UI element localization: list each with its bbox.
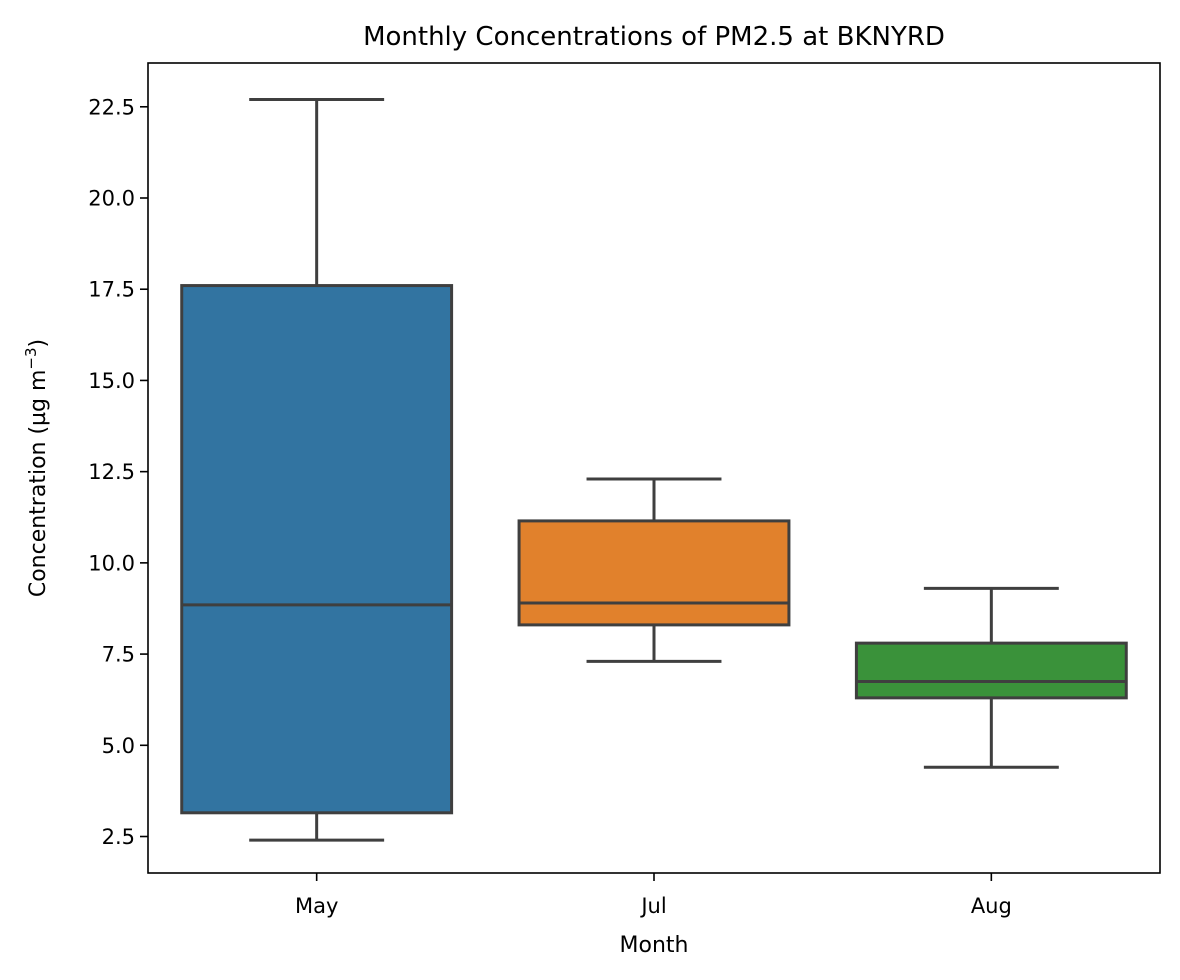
y-tick-label: 17.5 — [88, 278, 135, 302]
y-tick-label: 7.5 — [102, 643, 135, 667]
y-tick-label: 12.5 — [88, 460, 135, 484]
x-tick-label-jul: Jul — [639, 894, 666, 918]
iqr-box-aug — [854, 641, 1128, 700]
y-axis-title: Concentration (µg m−3) — [22, 339, 51, 597]
box-jul — [517, 477, 791, 663]
plot-area — [180, 97, 1128, 842]
y-tick-label: 5.0 — [102, 734, 135, 758]
chart-title: Monthly Concentrations of PM2.5 at BKNYR… — [363, 22, 945, 52]
x-tick-label-aug: Aug — [971, 894, 1012, 918]
y-axis-title-superscript: −3 — [22, 347, 40, 369]
y-tick-label: 15.0 — [88, 369, 135, 393]
y-tick-label: 20.0 — [88, 187, 135, 211]
y-axis-title-suffix: ) — [26, 339, 51, 348]
iqr-box-may — [180, 284, 454, 815]
iqr-box-jul — [517, 519, 791, 627]
x-axis-title: Month — [620, 933, 689, 958]
x-axis: May Jul Aug — [295, 873, 1012, 918]
y-axis-title-prefix: Concentration (µg m — [26, 370, 51, 598]
y-tick-label: 2.5 — [102, 825, 135, 849]
y-tick-label: 22.5 — [88, 95, 135, 119]
box-aug — [854, 586, 1128, 769]
y-tick-label: 10.0 — [88, 551, 135, 575]
y-axis: 2.5 5.0 7.5 10.0 12.5 15.0 17.5 20.0 22.5 — [88, 95, 148, 849]
box-may — [180, 97, 454, 842]
x-tick-label-may: May — [295, 894, 338, 918]
